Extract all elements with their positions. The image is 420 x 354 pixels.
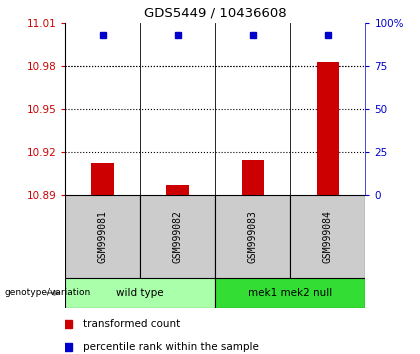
Text: GSM999084: GSM999084	[323, 210, 333, 263]
Bar	[140, 195, 215, 278]
Bar	[241, 160, 264, 195]
Bar	[215, 195, 290, 278]
Text: percentile rank within the sample: percentile rank within the sample	[83, 342, 259, 352]
Bar	[65, 278, 215, 308]
Text: transformed count: transformed count	[83, 319, 180, 329]
Bar	[65, 195, 140, 278]
Text: mek1 mek2 null: mek1 mek2 null	[248, 288, 333, 298]
Title: GDS5449 / 10436608: GDS5449 / 10436608	[144, 6, 286, 19]
Text: genotype/variation: genotype/variation	[4, 289, 90, 297]
Bar	[215, 278, 365, 308]
Text: GSM999081: GSM999081	[97, 210, 108, 263]
Bar	[166, 185, 189, 195]
Bar	[317, 62, 339, 195]
Bar	[92, 163, 114, 195]
Text: GSM999083: GSM999083	[248, 210, 258, 263]
Text: wild type: wild type	[116, 288, 164, 298]
Bar	[290, 195, 365, 278]
Text: GSM999082: GSM999082	[173, 210, 183, 263]
